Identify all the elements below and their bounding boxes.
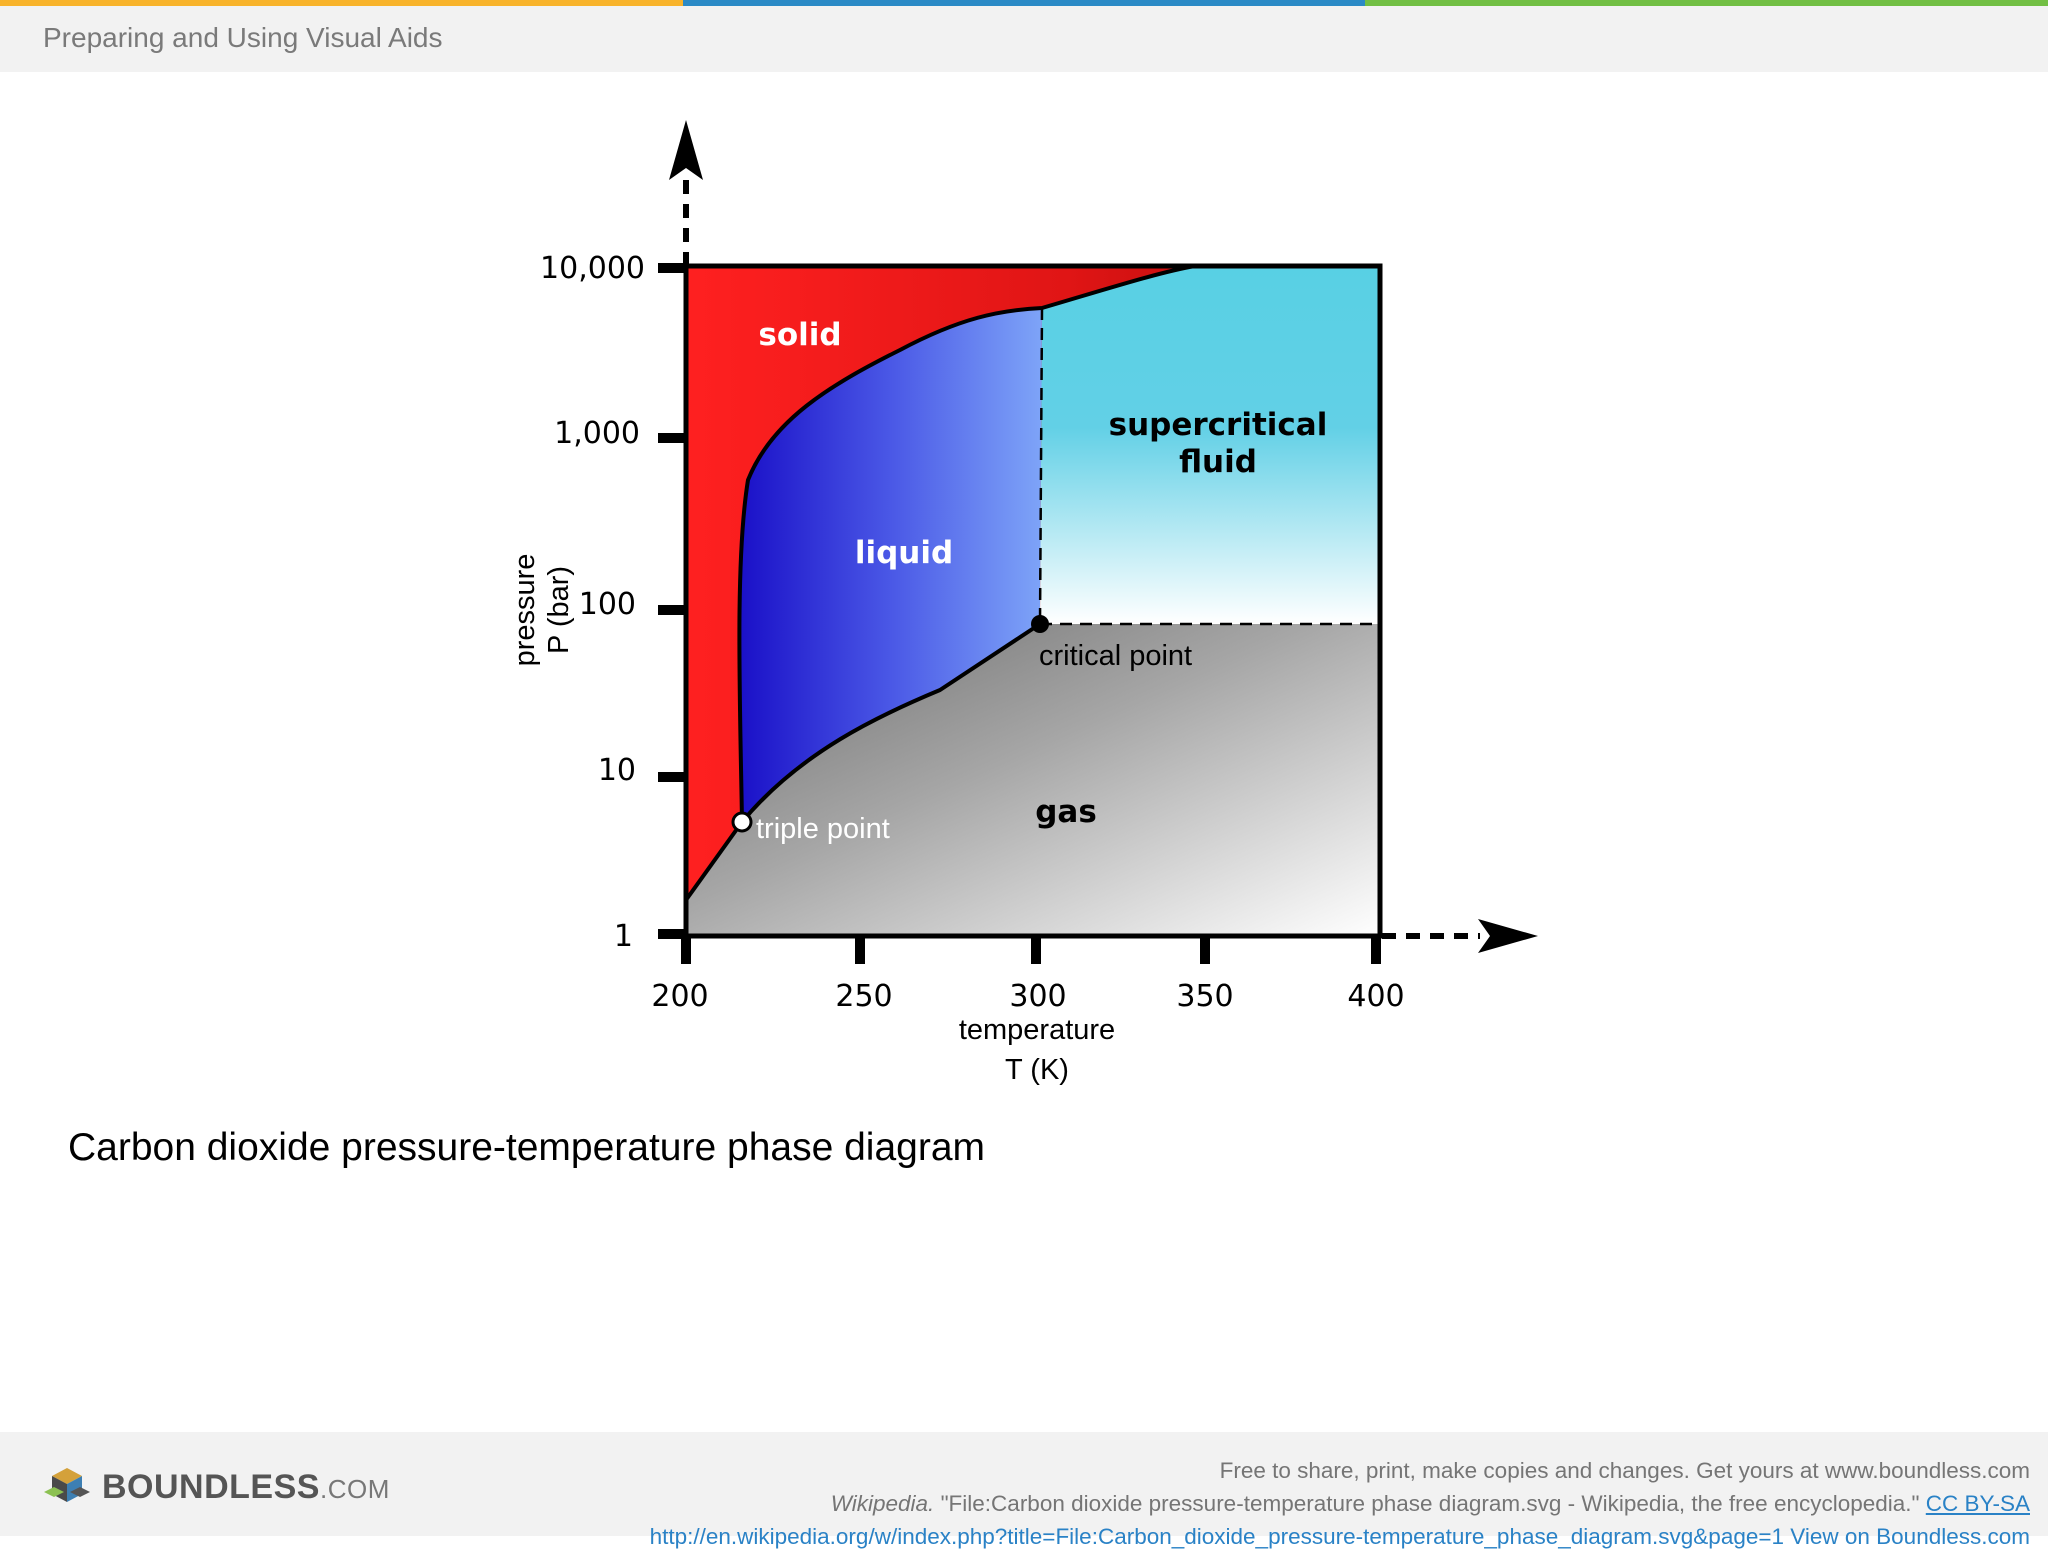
y-tick-label: 1	[614, 919, 633, 954]
supercritical-region-label-line2: fluid	[1179, 444, 1257, 480]
y-tick-label: 1,000	[554, 416, 640, 451]
gas-region	[686, 624, 1380, 936]
x-tick-label: 250	[835, 979, 892, 1014]
brand-suffix: .COM	[319, 1473, 390, 1504]
y-axis-ticks	[658, 263, 684, 939]
x-axis-title: temperature T (K)	[959, 1014, 1115, 1086]
y-axis-title: pressure P (bar)	[509, 554, 575, 667]
y-tick-labels: 10,000 1,000 100 10 1	[540, 251, 645, 954]
y-axis-title-line2: P (bar)	[543, 566, 575, 654]
triple-point-marker	[731, 811, 753, 833]
plot-frame	[683, 263, 1383, 939]
x-tick-label: 300	[1009, 979, 1066, 1014]
x-tick-label: 200	[651, 979, 708, 1014]
liquid-region	[739, 308, 1042, 822]
critical-temperature-dashed-line	[1038, 307, 1044, 625]
melting-curve	[737, 264, 1196, 823]
phase-diagram: 10,000 1,000 100 10 1 200 250 300 350 40…	[509, 120, 1538, 1086]
vaporization-curve	[740, 622, 1042, 824]
stripe-orange	[0, 0, 683, 6]
brand-name: BOUNDLESS.COM	[102, 1468, 390, 1507]
slide-footer: BOUNDLESS.COM Free to share, print, make…	[0, 1432, 2048, 1549]
supercritical-region	[1040, 266, 1380, 624]
x-tick-labels: 200 250 300 350 400	[651, 979, 1404, 1014]
brand-name-text: BOUNDLESS	[102, 1467, 320, 1506]
footer-url-line: http://en.wikipedia.org/w/index.php?titl…	[650, 1520, 2030, 1553]
footer-source-line: Wikipedia. "File:Carbon dioxide pressure…	[650, 1487, 2030, 1520]
y-tick-label: 10	[598, 753, 636, 788]
cube-logo-icon	[44, 1468, 90, 1502]
slide-title: Preparing and Using Visual Aids	[43, 22, 443, 53]
view-on-boundless-link[interactable]: View on Boundless.com	[1784, 1524, 2030, 1549]
solid-region-label: solid	[758, 317, 841, 353]
footer-license-line: Free to share, print, make copies and ch…	[1219, 1458, 2030, 1483]
source-name: Wikipedia.	[830, 1491, 935, 1516]
slide-header: Preparing and Using Visual Aids	[0, 6, 2048, 72]
supercritical-region-label-line1: supercritical	[1109, 407, 1328, 443]
triple-point-label: triple point	[756, 813, 890, 845]
y-axis-title-line1: pressure	[509, 554, 541, 667]
figure-caption: Carbon dioxide pressure-temperature phas…	[68, 1126, 985, 1169]
source-url-link[interactable]: http://en.wikipedia.org/w/index.php?titl…	[649, 1524, 1785, 1549]
x-axis-title-line1: temperature	[959, 1014, 1115, 1046]
y-axis-arrow	[669, 120, 703, 180]
stripe-blue	[682, 0, 1366, 6]
y-tick-label: 10,000	[540, 251, 645, 286]
x-axis-arrow	[1478, 919, 1538, 953]
x-tick-label: 350	[1176, 979, 1233, 1014]
x-tick-label: 400	[1347, 979, 1404, 1014]
stripe-green	[1365, 0, 2048, 6]
critical-point-marker	[1031, 615, 1049, 633]
gas-region-label: gas	[1035, 794, 1097, 830]
liquid-region-label: liquid	[855, 535, 953, 571]
boundless-logo: BOUNDLESS.COM	[42, 1462, 390, 1512]
x-axis-title-line2: T (K)	[1005, 1054, 1069, 1086]
source-description: "File:Carbon dioxide pressure-temperatur…	[934, 1491, 1926, 1516]
top-color-stripe	[0, 0, 2048, 6]
y-tick-label: 100	[579, 587, 636, 622]
sublimation-curve	[684, 820, 744, 902]
critical-point-label: critical point	[1039, 640, 1192, 672]
footer-attribution: Free to share, print, make copies and ch…	[650, 1454, 2030, 1553]
license-link[interactable]: CC BY-SA	[1925, 1491, 2030, 1516]
x-axis-ticks	[681, 938, 1381, 964]
